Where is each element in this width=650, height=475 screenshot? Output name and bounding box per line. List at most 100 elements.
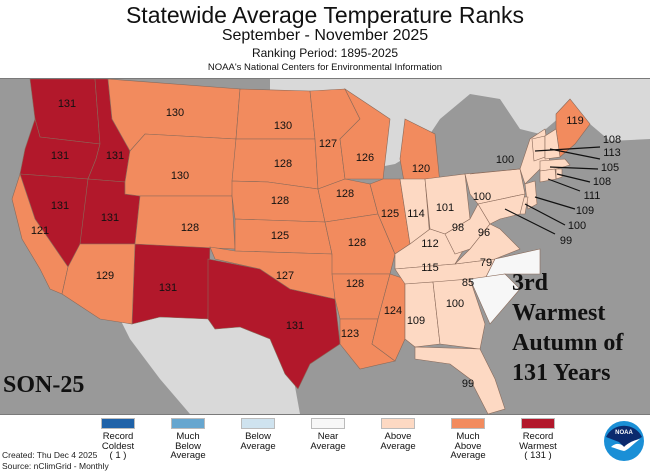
legend-item-much-below: Much Below Average (152, 418, 224, 461)
state-rank-label: 111 (584, 190, 601, 202)
leader-line (524, 203, 566, 226)
leader-line (534, 146, 601, 152)
state-wy (124, 133, 237, 197)
legend-label-line: Warmest (519, 440, 557, 452)
legend-swatch (451, 418, 485, 429)
legend-label-line: Record (522, 431, 554, 442)
leader-line (504, 208, 556, 235)
state-rank-label: 115 (421, 262, 439, 274)
state-rank-label: 105 (601, 162, 619, 174)
legend-item-below: Below Average (222, 418, 294, 451)
state-ga (432, 278, 486, 350)
legend-label-line: Average (380, 440, 416, 452)
state-nh (544, 128, 561, 160)
legend-label-line: Below (245, 431, 271, 442)
leader-line (547, 178, 581, 192)
state-ct (539, 168, 557, 183)
state-rank-label: 128 (346, 278, 364, 290)
state-ca (11, 173, 69, 295)
state-rank-label: 99 (560, 235, 572, 247)
state-rank-label: 131 (58, 98, 76, 110)
legend-label-line: Much (176, 431, 200, 442)
legend-label-line: ( 1 ) (109, 450, 127, 461)
state-rank-label: 108 (603, 134, 621, 146)
headline-annotation: 3rd Warmest Autumn of 131 Years (512, 268, 623, 388)
legend-label-line: Much (456, 431, 480, 442)
legend-item-record-warmest: Record Warmest( 131 ) (502, 418, 574, 461)
legend-swatch (171, 418, 205, 429)
noaa-logo-text: NOAA (615, 430, 633, 436)
season-code: SON-25 (3, 372, 85, 398)
state-mi (399, 118, 441, 188)
state-fl (414, 346, 506, 414)
us-map: 131 131 131 131 131 131 131 121 129 130 130 128 130 1… (11, 79, 650, 414)
state-rank-label: 131 (286, 320, 304, 332)
legend-label-line: Above (454, 440, 482, 452)
state-rank-label: 131 (51, 200, 69, 212)
state-rank-label: 130 (166, 107, 184, 119)
state-rank-label: 123 (341, 328, 359, 340)
state-rank-label: 108 (593, 176, 611, 188)
headline-line: Warmest (512, 300, 606, 326)
state-rank-label: 109 (407, 315, 425, 327)
map-title: Statewide Average Temperature Ranks (125, 2, 525, 28)
state-rank-label: 100 (446, 298, 464, 310)
legend-item-much-above: Much Above Average (432, 418, 504, 461)
state-rank-label: 128 (348, 237, 366, 249)
legend-item-above: Above Average (362, 418, 434, 451)
state-rank-label: 131 (159, 282, 177, 294)
ranking-period: Ranking Period: 1895-2025 (251, 46, 399, 60)
state-wa (29, 79, 101, 145)
headline-line: Autumn of (512, 330, 624, 356)
headline-line: 131 Years (512, 360, 611, 386)
state-wi (339, 88, 391, 180)
state-rank-label: 131 (101, 212, 119, 224)
state-rank-label: 130 (171, 170, 189, 182)
state-rank-label: 98 (452, 222, 464, 234)
state-vt (531, 135, 546, 162)
state-rank-label: 129 (96, 270, 114, 282)
legend-swatch (381, 418, 415, 429)
noaa-logo-icon: NOAA (604, 421, 644, 461)
leader-line (549, 148, 601, 160)
state-rank-label: 128 (336, 188, 354, 200)
data-source: Source: nClimGrid - Monthly (2, 461, 109, 471)
legend-swatch (101, 418, 135, 429)
state-rank-label: 114 (407, 208, 425, 220)
legend-label-line: ( 131 ) (524, 450, 552, 461)
state-rank-label: 130 (274, 120, 292, 132)
legend-swatch (241, 418, 275, 429)
state-rank-label: 120 (412, 163, 430, 175)
state-rank-label: 119 (566, 115, 584, 127)
state-rank-label: 99 (462, 378, 474, 390)
legend-label-line: Average (310, 440, 346, 452)
legend-label-line: Near (317, 431, 339, 442)
legend-label-line: Average (170, 450, 206, 461)
state-rank-label: 131 (51, 150, 69, 162)
state-rank-label: 85 (462, 277, 474, 289)
leader-line (556, 173, 591, 183)
state-rank-label: 126 (356, 152, 374, 164)
legend-swatch (521, 418, 555, 429)
leader-line (549, 166, 599, 170)
state-rank-label: 125 (271, 230, 289, 242)
legend-label-line: Below (175, 440, 201, 452)
state-rank-label: 125 (381, 208, 399, 220)
state-rank-label: 124 (384, 305, 402, 317)
legend-label-line: Coldest (101, 440, 135, 452)
map-period: September - November 2025 (221, 27, 429, 44)
legend-swatch (311, 418, 345, 429)
state-rank-label: 109 (576, 205, 594, 217)
legend-item-record-coldest: Record Coldest( 1 ) (82, 418, 154, 461)
state-ok (209, 246, 336, 300)
state-md (477, 193, 526, 225)
state-rank-label: 131 (106, 150, 124, 162)
state-rank-label: 128 (274, 158, 292, 170)
state-rank-label: 121 (31, 225, 49, 237)
state-rank-label: 100 (568, 220, 586, 232)
state-rank-label: 96 (478, 227, 490, 239)
state-rank-label: 100 (473, 191, 491, 203)
agency-name: NOAA's National Centers for Environmenta… (207, 62, 443, 73)
state-rank-label: 79 (480, 257, 492, 269)
map-area: 131 131 131 131 131 131 131 121 129 130 130 128 130 1… (0, 78, 650, 415)
